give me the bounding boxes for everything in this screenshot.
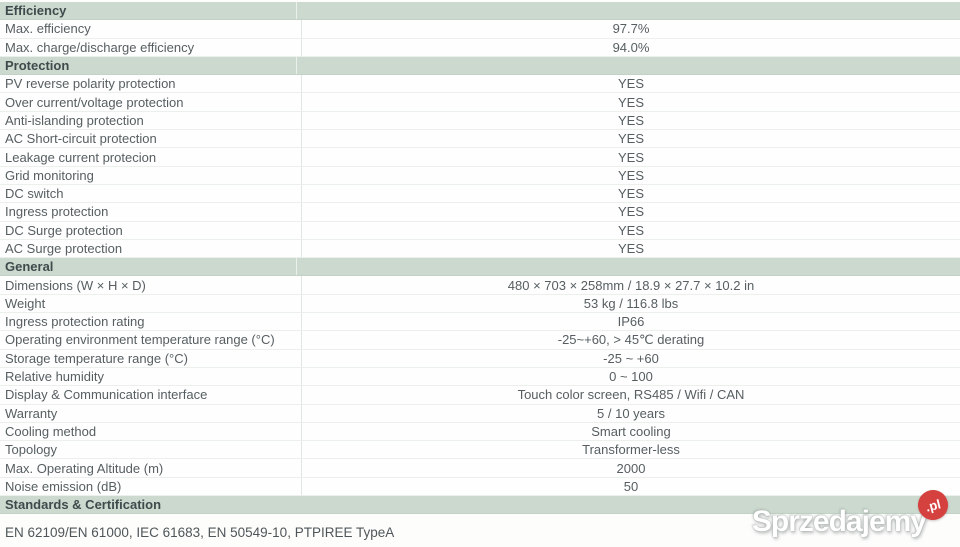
spec-value: 53 kg / 116.8 lbs: [583, 295, 679, 311]
spec-value: -25 ~ +60: [603, 350, 659, 366]
spec-label: Max. Operating Altitude (m): [0, 459, 302, 477]
spec-label: Leakage current protecion: [0, 148, 302, 166]
spec-label: Ingress protection: [0, 203, 302, 221]
spec-label: Topology: [0, 441, 302, 459]
section-header-general: General: [0, 258, 960, 277]
spec-value: YES: [617, 131, 644, 147]
spec-value: Transformer-less: [582, 442, 680, 458]
spec-label: Anti-islanding protection: [0, 111, 302, 130]
spec-value: 97.7%: [612, 21, 650, 37]
table-row: Leakage current protecion YES: [0, 148, 960, 167]
spec-value: YES: [617, 149, 644, 165]
spec-label: Operating environment temperature range …: [0, 331, 302, 349]
table-row: AC Surge protection YES: [0, 239, 960, 259]
spec-value: YES: [617, 222, 644, 238]
spec-table: Efficiency Max. efficiency 97.7% Max. charg…: [0, 2, 960, 515]
table-row: Anti-islanding protection YES: [0, 111, 960, 131]
spec-value: 50: [623, 478, 639, 494]
spec-value: YES: [617, 112, 644, 128]
section-header-efficiency: Efficiency: [0, 2, 960, 21]
table-row: Relative humidity 0 ~ 100: [0, 367, 960, 387]
section-title: Standards & Certification: [5, 497, 162, 513]
column-divider: [296, 258, 297, 276]
column-divider: [296, 56, 297, 75]
spec-label: Ingress protection rating: [0, 313, 302, 331]
spec-label: DC switch: [0, 184, 302, 203]
table-row: Noise emission (dB) 50: [0, 477, 960, 497]
table-row: Cooling method Smart cooling: [0, 422, 960, 442]
spec-value: YES: [617, 186, 644, 202]
table-row: Display & Communication interface Touch c…: [0, 386, 960, 405]
spec-label: PV reverse polarity protection: [0, 75, 302, 93]
table-row: DC switch YES: [0, 184, 960, 204]
table-row: Max. charge/discharge efficiency 94.0%: [0, 38, 960, 57]
spec-label: Grid monitoring: [0, 166, 302, 184]
spec-value: -25~+60, > 45℃ derating: [557, 331, 705, 347]
spec-value: 5 / 10 years: [597, 405, 665, 421]
spec-value: Smart cooling: [591, 423, 671, 439]
table-row: Max. efficiency 97.7%: [0, 20, 960, 39]
spec-value: YES: [617, 167, 644, 183]
table-row: Storage temperature range (°C) -25 ~ +60: [0, 349, 960, 368]
table-row: Topology Transformer-less: [0, 441, 960, 460]
spec-value: YES: [617, 76, 644, 92]
table-row: Max. Operating Altitude (m) 2000: [0, 459, 960, 478]
table-row: PV reverse polarity protection YES: [0, 75, 960, 94]
table-row: Warranty 5 / 10 years: [0, 404, 960, 423]
table-row: Weight 53 kg / 116.8 lbs: [0, 294, 960, 314]
spec-label: Cooling method: [0, 422, 302, 441]
table-row: Operating environment temperature range …: [0, 331, 960, 350]
spec-label: Weight: [0, 294, 302, 313]
spec-label: Storage temperature range (°C): [0, 349, 302, 367]
spec-label: Dimensions (W × H × D): [0, 276, 302, 294]
spec-label: AC Short-circuit protection: [0, 130, 302, 148]
spec-value: 480 × 703 × 258mm / 18.9 × 27.7 × 10.2 i…: [507, 277, 755, 293]
spec-value: YES: [617, 204, 644, 220]
column-divider: [296, 2, 297, 20]
spec-label: Warranty: [0, 404, 302, 422]
spec-label: Display & Communication interface: [0, 386, 302, 404]
spec-label: Noise emission (dB): [0, 477, 302, 496]
spec-value: IP66: [617, 314, 645, 330]
section-title: General: [5, 259, 54, 275]
watermark-brand: Sprzedajemy: [751, 505, 927, 538]
spec-value: Touch color screen, RS485 / Wifi / CAN: [517, 387, 745, 403]
table-row: AC Short-circuit protection YES: [0, 130, 960, 149]
table-row: DC Surge protection YES: [0, 221, 960, 240]
table-row: Grid monitoring YES: [0, 166, 960, 185]
section-header-protection: Protection: [0, 56, 960, 76]
spec-label: DC Surge protection: [0, 221, 302, 239]
spec-label: Relative humidity: [0, 367, 302, 386]
watermark: Sprzedajemy .pl: [751, 486, 952, 539]
spec-value: 94.0%: [612, 39, 650, 55]
spec-value: 0 ~ 100: [609, 369, 653, 385]
table-row: Ingress protection rating IP66: [0, 313, 960, 332]
spec-value: 2000: [616, 460, 646, 476]
section-title: Efficiency: [5, 3, 67, 19]
table-row: Over current/voltage protection YES: [0, 93, 960, 112]
spec-value: YES: [617, 241, 644, 256]
spec-value: YES: [617, 94, 644, 110]
spec-label: Max. charge/discharge efficiency: [0, 38, 302, 56]
table-row: Ingress protection YES: [0, 203, 960, 222]
section-title: Protection: [5, 58, 70, 74]
spec-label: Max. efficiency: [0, 20, 302, 38]
table-row: Dimensions (W × H × D) 480 × 703 × 258mm …: [0, 276, 960, 295]
section-header-standards-certification: Standards & Certification: [0, 496, 960, 515]
spec-label: AC Surge protection: [0, 239, 302, 258]
spec-label: Over current/voltage protection: [0, 93, 302, 111]
certifications-text: EN 62109/EN 61000, IEC 61683, EN 50549-1…: [5, 525, 395, 541]
